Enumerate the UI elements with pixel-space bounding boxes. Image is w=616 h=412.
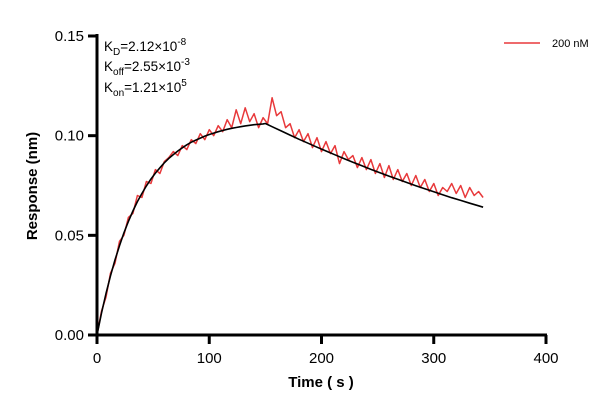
koff-annotation: Koff=2.55×10-3 — [104, 57, 190, 78]
x-tick-label: 300 — [421, 350, 446, 367]
kd-annotation: KD=2.12×10-8 — [104, 37, 187, 58]
y-tick-label: 0.05 — [55, 227, 84, 244]
y-tick-label: 0.15 — [55, 28, 84, 45]
x-tick-label: 0 — [93, 350, 101, 367]
series-200nm-line — [96, 97, 484, 336]
fit-curve-line — [96, 122, 484, 336]
x-tick-label: 200 — [309, 350, 334, 367]
kon-annotation: Kon=1.21×105 — [104, 78, 187, 99]
y-tick-label: 0.10 — [55, 128, 84, 145]
legend-label: 200 nM — [552, 38, 589, 50]
legend: 200 nM — [504, 38, 589, 50]
x-tick-label: 400 — [533, 350, 558, 367]
y-axis-label: Response (nm) — [24, 132, 41, 240]
x-axis-label: Time ( s ) — [288, 374, 354, 391]
kinetics-annotation: KD=2.12×10-8 Koff=2.55×10-3 Kon=1.21×105 — [104, 37, 190, 99]
x-tick-label: 100 — [197, 350, 222, 367]
y-tick-label: 0.00 — [55, 327, 84, 344]
